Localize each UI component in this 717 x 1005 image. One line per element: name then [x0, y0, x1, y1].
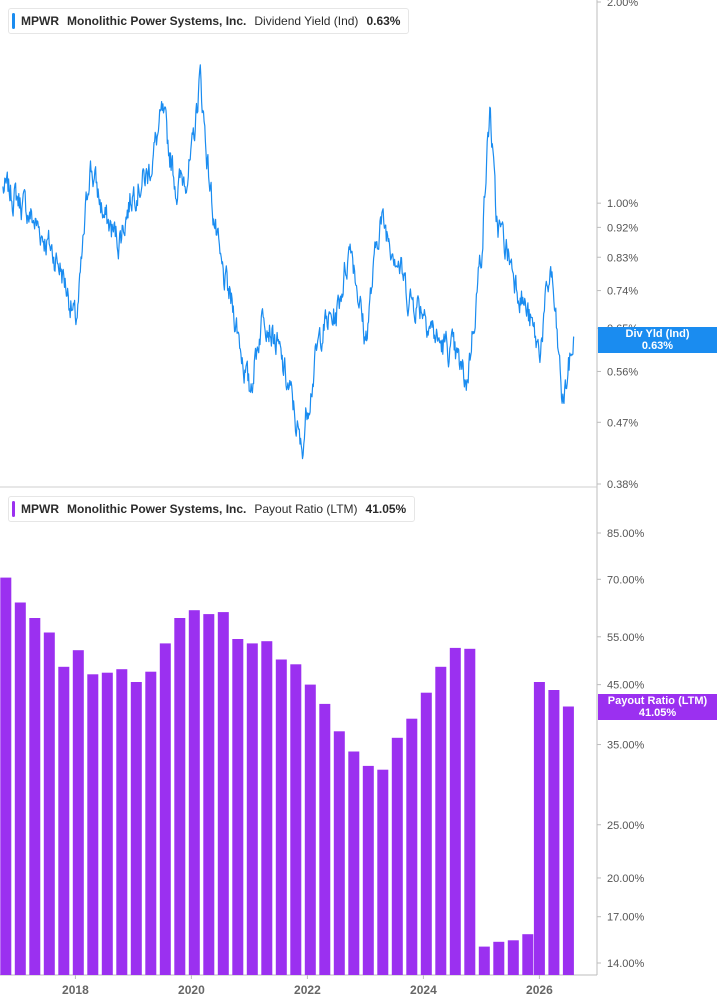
y-tick-label: 35.00%: [607, 740, 645, 752]
y-tick-label: 0.74%: [607, 286, 638, 298]
legend-company: Monolithic Power Systems, Inc.: [67, 502, 247, 516]
y-tick-label: 2.00%: [607, 0, 638, 9]
payout-ratio-bar: [188, 610, 200, 975]
x-tick-label: 2026: [526, 983, 553, 997]
payout-ratio-bar: [246, 643, 258, 975]
dividend-yield-tag-label: Div Yld (Ind): [625, 328, 690, 340]
dividend-yield-legend: MPWR Monolithic Power Systems, Inc. Divi…: [8, 8, 410, 34]
y-tick-label: 85.00%: [607, 528, 645, 540]
payout-ratio-bar: [145, 671, 157, 975]
payout-ratio-bar: [101, 672, 113, 975]
payout-ratio-bar: [548, 690, 560, 975]
payout-ratio-bar: [275, 659, 287, 975]
y-tick-label: 20.00%: [607, 873, 645, 885]
payout-ratio-bar: [232, 639, 244, 975]
payout-ratio-bar: [116, 669, 128, 975]
dividend-yield-tag-value: 0.63%: [641, 340, 674, 352]
y-tick-label: 70.00%: [607, 574, 645, 586]
payout-ratio-bar: [87, 674, 99, 975]
x-tick-label: 2024: [410, 983, 437, 997]
payout-ratio-bar: [0, 577, 12, 975]
dividend-yield-legend-swatch: [12, 13, 15, 29]
payout-ratio-bar: [377, 769, 389, 975]
y-tick-label: 25.00%: [607, 820, 645, 832]
legend-metric: Payout Ratio (LTM): [254, 502, 358, 516]
payout-ratio-bar: [562, 706, 574, 975]
payout-ratio-bar: [174, 618, 186, 975]
payout-ratio-bar: [420, 692, 432, 975]
x-tick-label: 2022: [294, 983, 321, 997]
payout-ratio-bar: [319, 703, 331, 975]
legend-value: 41.05%: [365, 502, 407, 516]
legend-metric: Dividend Yield (Ind): [254, 14, 359, 28]
y-tick-label: 14.00%: [607, 958, 645, 970]
payout-ratio-tag-value: 41.05%: [638, 707, 677, 719]
payout-ratio-bar: [493, 941, 505, 975]
payout-ratio-bar: [507, 940, 519, 975]
payout-ratio-bar: [261, 641, 273, 975]
payout-ratio-bar: [391, 737, 403, 975]
y-tick-label: 0.92%: [607, 222, 638, 234]
y-tick-label: 0.83%: [607, 252, 638, 264]
payout-ratio-bar: [203, 614, 215, 975]
payout-ratio-bar: [333, 731, 345, 975]
payout-ratio-value-tag: Payout Ratio (LTM) 41.05%: [598, 694, 717, 720]
y-tick-label: 1.00%: [607, 198, 638, 210]
y-tick-label: 0.56%: [607, 366, 638, 378]
payout-ratio-bar: [478, 946, 490, 975]
dividend-yield-series-line: [2, 64, 575, 460]
payout-ratio-bar: [72, 650, 84, 975]
legend-value: 0.63%: [366, 14, 401, 28]
payout-ratio-tag-label: Payout Ratio (LTM): [607, 695, 708, 707]
payout-ratio-bars: [0, 577, 574, 975]
y-tick-label: 45.00%: [607, 680, 645, 692]
payout-ratio-bar: [406, 718, 418, 975]
payout-ratio-bar: [435, 666, 447, 975]
legend-company: Monolithic Power Systems, Inc.: [67, 14, 247, 28]
payout-ratio-bar: [304, 684, 316, 975]
payout-ratio-bar: [290, 664, 302, 975]
y-tick-label: 17.00%: [607, 912, 645, 924]
y-tick-label: 0.47%: [607, 417, 638, 429]
y-tick-label: 0.38%: [607, 479, 638, 491]
x-tick-label: 2020: [178, 983, 205, 997]
payout-ratio-bar: [217, 612, 229, 975]
payout-ratio-bar: [464, 648, 476, 975]
payout-ratio-bar: [29, 618, 41, 975]
legend-ticker: MPWR: [21, 502, 59, 516]
payout-ratio-bar: [362, 765, 374, 975]
x-tick-label: 2018: [62, 983, 89, 997]
payout-ratio-bar: [522, 934, 534, 975]
dividend-yield-y-axis: 2.00%1.00%0.92%0.83%0.74%0.65%0.56%0.47%…: [597, 0, 638, 491]
payout-ratio-bar: [14, 602, 26, 975]
payout-ratio-legend: MPWR Monolithic Power Systems, Inc. Payo…: [8, 496, 416, 522]
payout-ratio-bar: [43, 632, 55, 975]
payout-ratio-bar: [348, 751, 360, 975]
payout-ratio-legend-swatch: [12, 501, 15, 517]
dividend-yield-value-tag: Div Yld (Ind) 0.63%: [598, 327, 717, 353]
y-tick-label: 55.00%: [607, 632, 645, 644]
payout-ratio-bar: [449, 647, 461, 975]
payout-ratio-bar: [130, 682, 142, 975]
payout-ratio-y-axis: 85.00% 70.00% 55.00% 45.00% 35.00% 25.00% 20.0…: [597, 528, 645, 970]
payout-ratio-bar: [58, 666, 70, 975]
x-axis: 2018 2020 2022 2024 2026: [62, 975, 553, 997]
payout-ratio-bar: [159, 643, 171, 975]
dividend-yield-line-layer: [2, 64, 575, 460]
legend-ticker: MPWR: [21, 14, 59, 28]
payout-ratio-bar: [533, 682, 545, 975]
